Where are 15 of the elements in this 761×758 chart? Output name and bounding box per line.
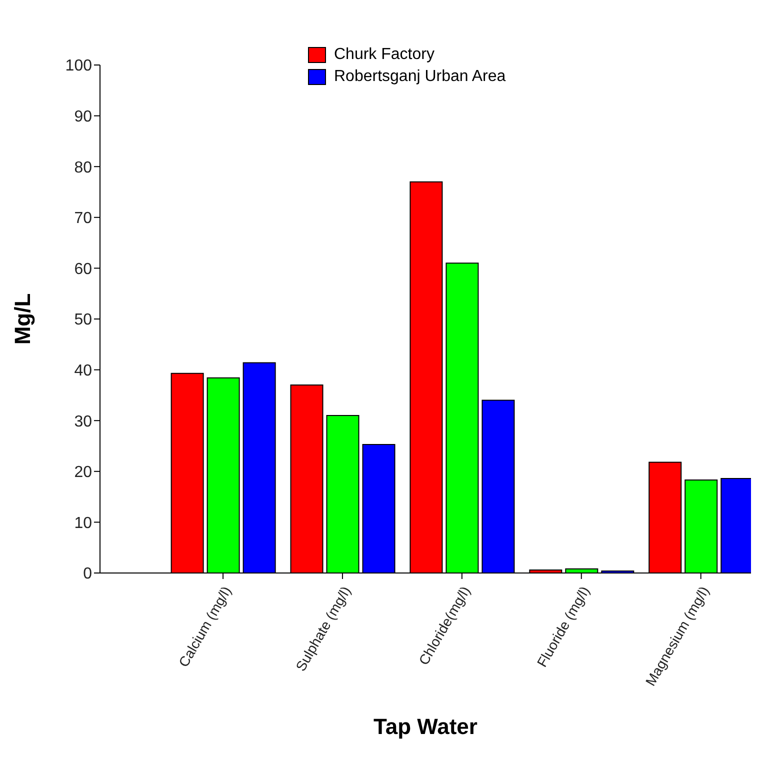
- y-tick-label: 70: [74, 210, 92, 228]
- y-tick-label: 90: [74, 108, 92, 126]
- y-tick-label: 80: [74, 159, 92, 176]
- y-tick-label: 40: [74, 362, 92, 380]
- y-tick-label: 50: [74, 312, 92, 329]
- x-axis-title: Tap Water: [374, 714, 478, 739]
- y-axis-title: Mg/L: [10, 293, 35, 345]
- y-tick-label: 10: [74, 514, 92, 532]
- legend-label: Robertsganj Urban Area: [334, 68, 506, 86]
- y-tick-label: 30: [74, 413, 92, 430]
- y-tick-label: 20: [74, 464, 92, 482]
- y-tick-label: 100: [65, 58, 92, 75]
- y-tick-label: 0: [83, 566, 92, 583]
- legend-label: Churk Factory: [334, 46, 434, 64]
- y-tick-label: 60: [74, 260, 92, 278]
